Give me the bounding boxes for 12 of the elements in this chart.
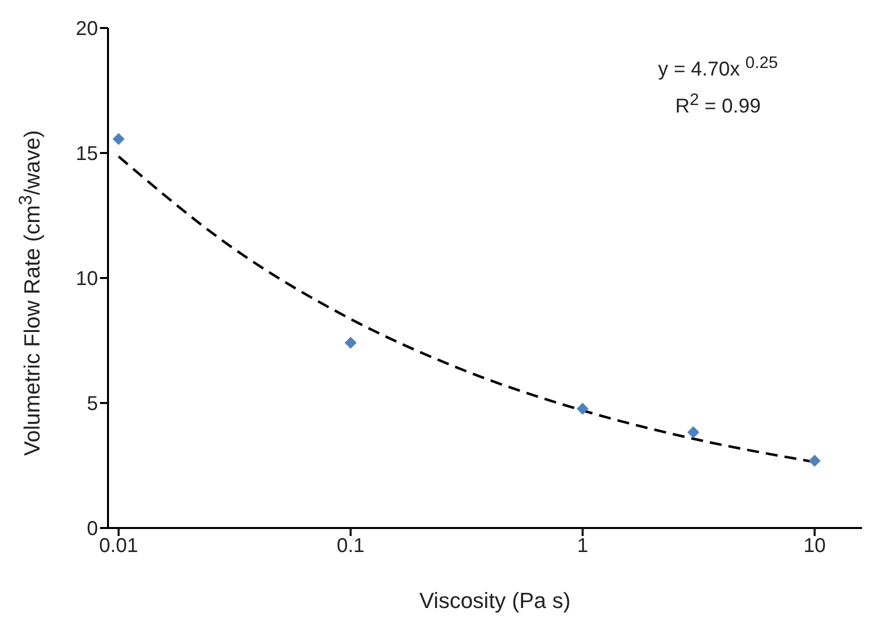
x-tick-label: 1 [577,535,588,558]
x-axis-title: Viscosity (Pa s) [418,588,572,614]
y-tick-label: 5 [86,393,98,416]
y-tick-label: 0 [86,518,98,540]
y-tick-label: 20 [76,18,98,40]
x-tick-label: 10 [804,535,826,558]
annotation: R$^{2}$ = 0.99 [674,88,762,120]
x-tick-label: 0.01 [99,535,138,558]
x-tick-label: 0.1 [336,535,365,558]
y-tick-label: 10 [76,268,98,290]
y-tick-label: 15 [76,143,98,166]
annotation: y = 4.70x $^{0.25}$ [657,52,779,83]
